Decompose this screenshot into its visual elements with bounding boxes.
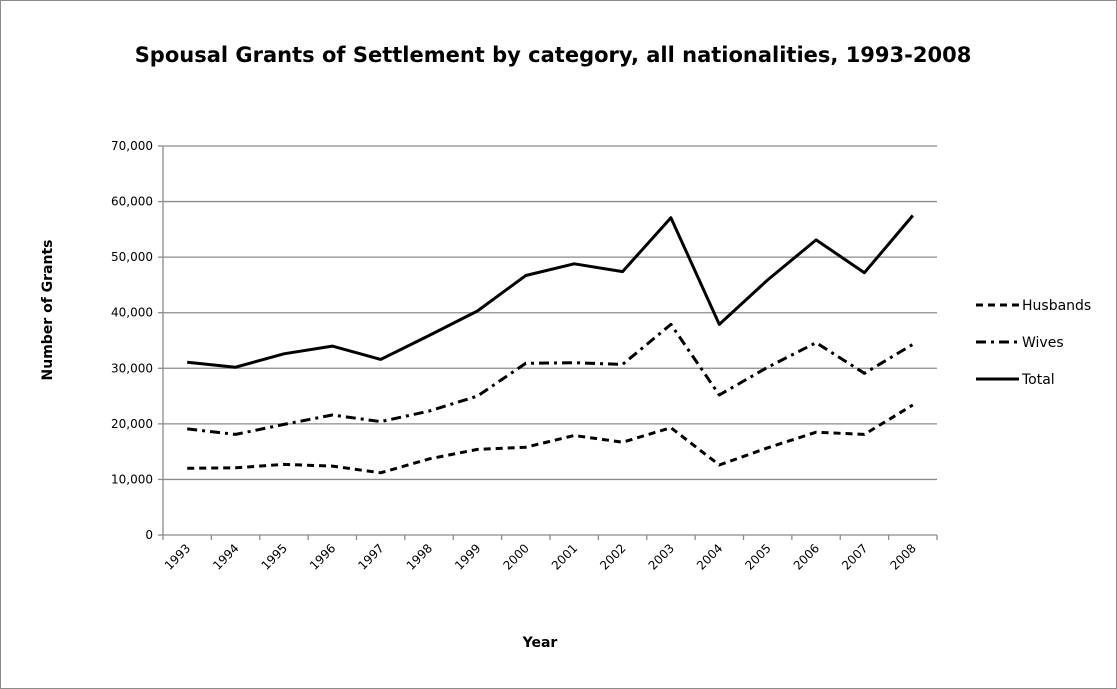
- series-lines: [187, 214, 914, 475]
- y-tick-label: 50,000: [111, 250, 153, 264]
- series-line-total: [187, 214, 914, 369]
- series-line-husbands: [187, 403, 914, 475]
- legend-label-wives: Wives: [1022, 335, 1064, 351]
- y-tick-labels: 0 10,000 20,000 30,000 40,000 50,000 60,000 70,…: [111, 139, 153, 542]
- x-tick-label: 1993: [162, 541, 193, 572]
- legend-label-husbands: Husbands: [1022, 298, 1091, 314]
- chart-title: Spousal Grants of Settlement by category…: [135, 43, 972, 67]
- x-tick-label: 1997: [355, 541, 386, 572]
- x-tick-label: 1995: [259, 541, 290, 572]
- x-tick-label: 2003: [646, 541, 677, 572]
- legend-label-total: Total: [1021, 372, 1055, 388]
- legend: Husbands Wives Total: [976, 298, 1091, 388]
- y-axis-title: Number of Grants: [40, 240, 56, 381]
- y-tick-label: 60,000: [111, 195, 153, 209]
- x-tick-label: 2002: [597, 541, 628, 572]
- x-tick-label: 1996: [307, 541, 338, 572]
- axes: [162, 146, 938, 540]
- y-tick-label: 20,000: [111, 417, 153, 431]
- x-tick-label: 2007: [839, 541, 870, 572]
- x-tick-label: 1994: [210, 541, 241, 572]
- x-tick-labels: 1993 1994 1995 1996 1997 1998 1999 2000 2001 2002…: [162, 541, 919, 572]
- x-tick-label: 2008: [887, 541, 918, 572]
- x-tick-label: 1998: [404, 541, 435, 572]
- y-tick-label: 10,000: [111, 472, 153, 486]
- x-tick-label: 2004: [694, 541, 725, 572]
- x-tick-label: 2005: [742, 541, 773, 572]
- gridlines: [158, 145, 937, 536]
- y-tick-label: 40,000: [111, 306, 153, 320]
- y-tick-label: 0: [145, 528, 153, 542]
- y-tick-label: 70,000: [111, 139, 153, 153]
- x-tick-label: 1999: [452, 541, 483, 572]
- x-axis-title: Year: [522, 635, 558, 651]
- series-line-wives: [187, 322, 914, 436]
- x-tick-label: 2001: [549, 541, 580, 572]
- x-tick-label: 2000: [500, 541, 531, 572]
- x-tick-label: 2006: [791, 541, 822, 572]
- y-tick-label: 30,000: [111, 361, 153, 375]
